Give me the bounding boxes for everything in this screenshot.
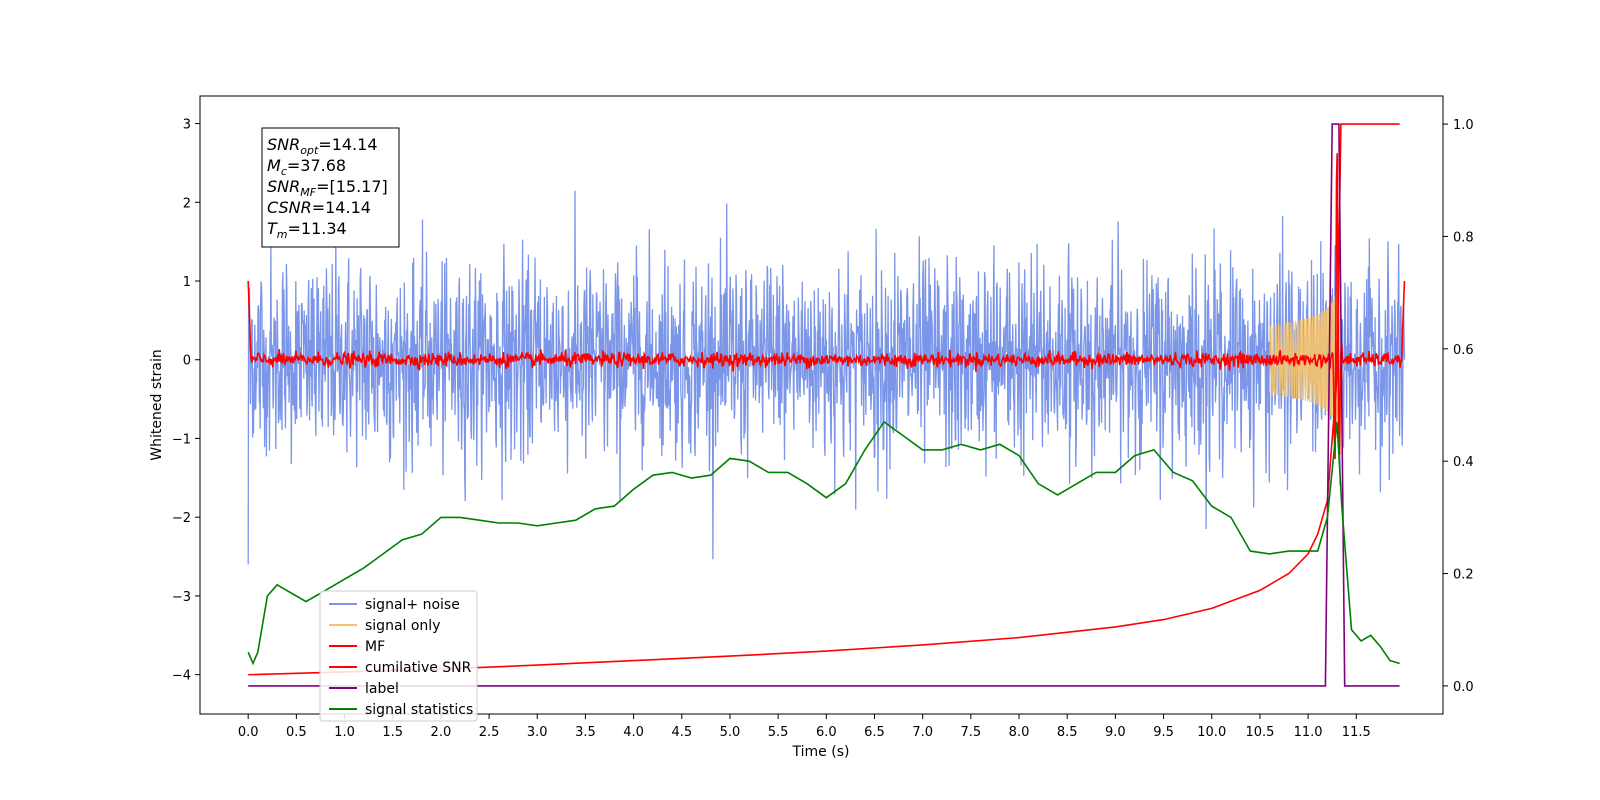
y2-tick-label: 0.4: [1453, 455, 1474, 470]
stats-box: SNRopt=14.14 Mc=37.68 SNRMF=[15.17] CSNR…: [261, 127, 400, 248]
x-tick-label: 2.5: [479, 725, 500, 740]
series-layer: [247, 123, 1406, 687]
y-tick-label: −1: [172, 432, 191, 447]
x-tick-label: 4.5: [671, 725, 692, 740]
x-tick-label: 11.0: [1294, 725, 1323, 740]
series-signal-statistics: [247, 420, 1400, 666]
x-tick-label: 8.5: [1057, 725, 1078, 740]
x-tick-label: 5.5: [768, 725, 789, 740]
x-tick-label: 3.5: [575, 725, 596, 740]
y2-tick-label: 0.8: [1453, 230, 1474, 245]
y-tick-label: 1: [183, 275, 191, 290]
stats-box-frame: [261, 127, 400, 248]
line-label: [248, 123, 1400, 687]
y2-tick-label: 0.0: [1453, 680, 1474, 695]
x-tick-label: 6.0: [816, 725, 837, 740]
y-tick-label: −4: [172, 669, 191, 684]
legend-label-signal-statistics: signal statistics: [365, 702, 473, 718]
x-tick-label: 6.5: [864, 725, 885, 740]
x-tick-label: 5.0: [720, 725, 741, 740]
stat-csnr: CSNR=14.14: [267, 198, 371, 217]
series-label: [248, 123, 1400, 687]
stat-snr-mf: SNRMF=[15.17]: [267, 177, 388, 199]
y-axis-ticks: 3 2 1 0 −1 −2 −3 −4: [172, 118, 200, 684]
x-tick-label: 8.0: [1009, 725, 1030, 740]
legend-label-signal-only: signal only: [365, 618, 440, 634]
legend: signal+ noise signal only MF cumilative …: [319, 590, 478, 722]
x-axis-label: Time (s): [792, 744, 850, 760]
line-cumilative-snr: [248, 123, 1400, 676]
legend-label-mf: MF: [365, 639, 385, 655]
x-tick-label: 10.0: [1197, 725, 1226, 740]
x-tick-label: 0.0: [238, 725, 259, 740]
y2-axis-ticks: 1.0 0.8 0.6 0.4 0.2 0.0: [1443, 118, 1474, 695]
y-tick-label: 2: [183, 196, 191, 211]
x-tick-label: 9.5: [1153, 725, 1174, 740]
x-tick-label: 1.5: [382, 725, 403, 740]
legend-label-cumulative-snr: cumilative SNR: [365, 660, 472, 676]
stat-tm: Tm=11.34: [267, 219, 347, 241]
stat-mc: Mc=37.68: [267, 156, 346, 178]
x-tick-label: 7.5: [961, 725, 982, 740]
y2-tick-label: 0.2: [1453, 568, 1474, 583]
y2-tick-label: 0.6: [1453, 343, 1474, 358]
x-tick-label: 2.0: [431, 725, 452, 740]
x-axis-ticks: 0.0 0.5 1.0 1.5 2.0 2.5 3.0 3.5 4.0 4.5 5.0 5.5 6.0 6…: [238, 714, 1371, 740]
legend-label-signal-noise: signal+ noise: [365, 597, 460, 613]
x-tick-label: 7.0: [912, 725, 933, 740]
y-tick-label: −3: [172, 590, 191, 605]
series-mf: [247, 153, 1406, 460]
x-tick-label: 3.0: [527, 725, 548, 740]
x-tick-label: 11.5: [1342, 725, 1371, 740]
y-tick-label: 0: [183, 354, 191, 369]
y-tick-label: 3: [183, 118, 191, 133]
x-tick-label: 0.5: [286, 725, 307, 740]
x-tick-label: 9.0: [1105, 725, 1126, 740]
y2-tick-label: 1.0: [1453, 118, 1474, 133]
x-tick-label: 4.0: [623, 725, 644, 740]
series-cumilative-snr: [248, 123, 1400, 676]
series-signal-noise: [247, 190, 1406, 565]
axes-frame: [199, 95, 1444, 715]
line-signal-statistics: [247, 420, 1400, 666]
line-mf: [247, 153, 1406, 460]
x-tick-label: 1.0: [334, 725, 355, 740]
legend-label-label: label: [365, 681, 399, 697]
stat-snr-opt: SNRopt=14.14: [267, 135, 378, 157]
x-tick-label: 10.5: [1245, 725, 1274, 740]
legend-frame: [319, 590, 478, 722]
y-tick-label: −2: [172, 511, 191, 526]
line-signal-noise: [247, 190, 1406, 565]
y-axis-label: Whitened strain: [149, 349, 165, 460]
